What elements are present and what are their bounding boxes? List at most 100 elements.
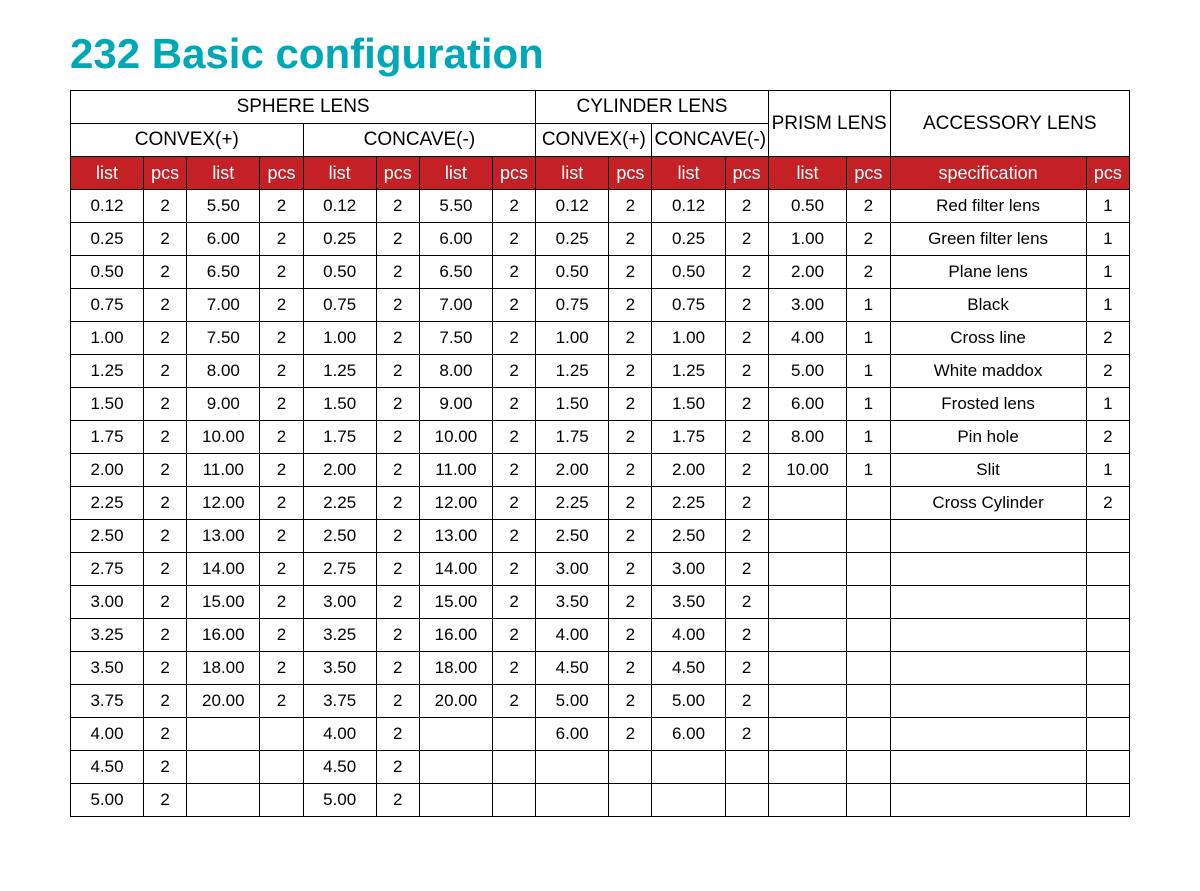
header-row-3: list pcs list pcs list pcs list pcs list… xyxy=(71,157,1130,190)
table-cell xyxy=(847,520,890,553)
table-cell: 2 xyxy=(144,256,187,289)
table-cell xyxy=(260,751,303,784)
table-cell: 2 xyxy=(144,355,187,388)
table-cell xyxy=(1086,652,1129,685)
table-cell: 0.75 xyxy=(536,289,609,322)
table-cell: 1.00 xyxy=(652,322,725,355)
table-cell: 2 xyxy=(725,289,768,322)
table-cell: 2 xyxy=(260,454,303,487)
table-cell xyxy=(768,553,846,586)
table-cell: 13.00 xyxy=(419,520,492,553)
table-cell: 1 xyxy=(847,421,890,454)
header-cyl-concave: CONCAVE(-) xyxy=(652,124,768,157)
table-cell: 1 xyxy=(847,454,890,487)
table-cell xyxy=(1086,685,1129,718)
table-cell: 1 xyxy=(1086,190,1129,223)
table-cell xyxy=(890,751,1086,784)
table-cell: 1.25 xyxy=(536,355,609,388)
table-cell: 1 xyxy=(1086,289,1129,322)
table-cell: 2 xyxy=(144,223,187,256)
table-cell: Slit xyxy=(890,454,1086,487)
table-cell: 14.00 xyxy=(419,553,492,586)
table-cell: 2 xyxy=(492,685,535,718)
table-cell: 4.00 xyxy=(71,718,144,751)
table-cell xyxy=(187,751,260,784)
table-cell: 20.00 xyxy=(187,685,260,718)
table-cell: 2.50 xyxy=(652,520,725,553)
table-cell: 2 xyxy=(144,586,187,619)
table-cell: 2 xyxy=(492,586,535,619)
table-cell: 18.00 xyxy=(187,652,260,685)
table-cell: 2 xyxy=(609,289,652,322)
table-row: 4.5024.502 xyxy=(71,751,1130,784)
table-cell: 2 xyxy=(144,421,187,454)
table-cell: 5.00 xyxy=(652,685,725,718)
table-cell: 2 xyxy=(492,190,535,223)
table-cell: 2 xyxy=(376,256,419,289)
table-cell: 2.50 xyxy=(303,520,376,553)
table-cell: Red filter lens xyxy=(890,190,1086,223)
table-cell: Cross line xyxy=(890,322,1086,355)
col-pcs: pcs xyxy=(609,157,652,190)
table-cell: 2 xyxy=(725,718,768,751)
table-cell: 2 xyxy=(725,685,768,718)
table-cell xyxy=(890,685,1086,718)
table-cell: 1.75 xyxy=(652,421,725,454)
table-cell xyxy=(768,487,846,520)
table-cell: 2.50 xyxy=(71,520,144,553)
table-cell: 2 xyxy=(144,553,187,586)
table-cell: 2 xyxy=(144,751,187,784)
table-cell xyxy=(890,520,1086,553)
table-cell: 3.75 xyxy=(71,685,144,718)
table-cell: 2 xyxy=(725,421,768,454)
table-cell: 2 xyxy=(725,190,768,223)
table-cell xyxy=(890,652,1086,685)
col-list: list xyxy=(768,157,846,190)
table-cell: 2 xyxy=(492,619,535,652)
table-cell xyxy=(847,685,890,718)
col-list: list xyxy=(303,157,376,190)
table-cell: 2 xyxy=(492,421,535,454)
table-cell xyxy=(725,751,768,784)
table-row: 2.25212.0022.25212.0022.2522.252Cross Cy… xyxy=(71,487,1130,520)
table-cell: 2.00 xyxy=(71,454,144,487)
table-cell: 2 xyxy=(260,256,303,289)
table-cell: 6.00 xyxy=(419,223,492,256)
table-cell: 0.25 xyxy=(71,223,144,256)
table-cell xyxy=(536,751,609,784)
table-cell: 2.50 xyxy=(536,520,609,553)
table-cell: 2.25 xyxy=(71,487,144,520)
table-cell: 2.25 xyxy=(652,487,725,520)
table-cell: 1.75 xyxy=(303,421,376,454)
table-cell: 2 xyxy=(725,619,768,652)
table-cell: 2 xyxy=(725,355,768,388)
table-cell: 2 xyxy=(260,619,303,652)
table-cell xyxy=(1086,586,1129,619)
table-cell: 5.00 xyxy=(536,685,609,718)
table-cell xyxy=(609,784,652,817)
table-cell: 2 xyxy=(609,355,652,388)
table-cell xyxy=(187,784,260,817)
table-cell: 3.75 xyxy=(303,685,376,718)
table-cell: 2 xyxy=(376,289,419,322)
table-cell xyxy=(536,784,609,817)
table-cell: 2 xyxy=(144,652,187,685)
table-row: 2.75214.0022.75214.0023.0023.002 xyxy=(71,553,1130,586)
table-cell xyxy=(847,586,890,619)
table-cell: 2 xyxy=(260,421,303,454)
table-cell: 2 xyxy=(609,718,652,751)
col-pcs: pcs xyxy=(376,157,419,190)
table-cell xyxy=(725,784,768,817)
col-list: list xyxy=(419,157,492,190)
table-cell: 7.00 xyxy=(419,289,492,322)
table-cell: 2 xyxy=(725,586,768,619)
table-cell: 2 xyxy=(144,388,187,421)
table-cell: 1 xyxy=(1086,454,1129,487)
table-cell xyxy=(890,586,1086,619)
table-cell: 2 xyxy=(609,520,652,553)
table-cell: 2 xyxy=(725,322,768,355)
table-cell: 2 xyxy=(376,520,419,553)
table-cell: 2 xyxy=(1086,322,1129,355)
table-cell: 2 xyxy=(1086,421,1129,454)
table-cell xyxy=(768,751,846,784)
